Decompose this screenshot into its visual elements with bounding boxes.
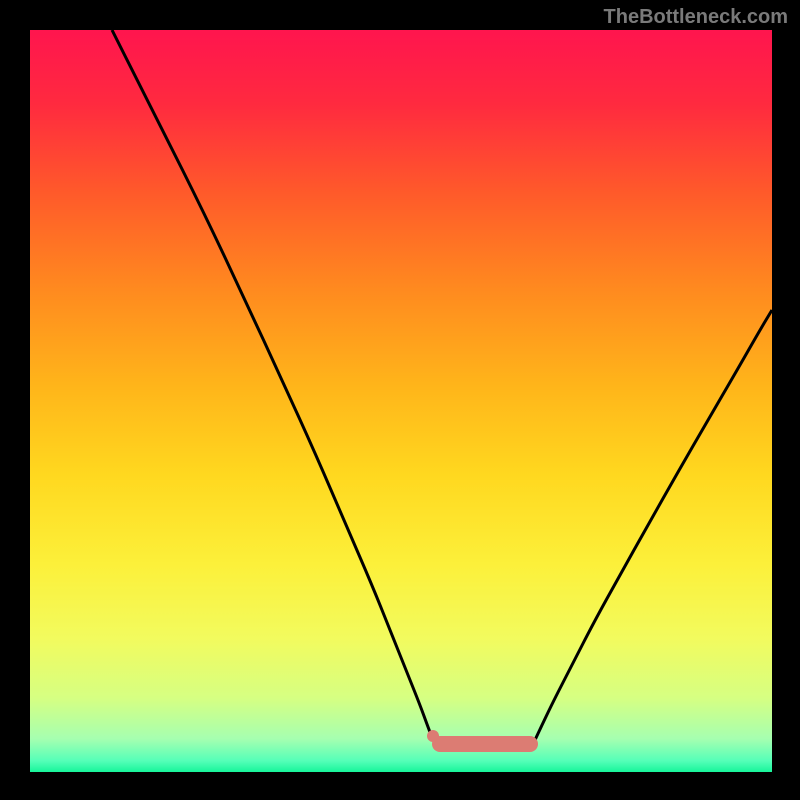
chart-container: TheBottleneck.com — [0, 0, 800, 800]
marker-bar — [440, 736, 530, 752]
plot-area — [30, 30, 772, 772]
watermark-text: TheBottleneck.com — [604, 6, 788, 29]
bottom-marker — [427, 730, 538, 752]
right-curve — [535, 310, 772, 740]
left-curve — [112, 30, 433, 740]
curve-layer — [30, 30, 772, 772]
marker-cap-right — [522, 736, 538, 752]
marker-cap-left — [432, 736, 448, 752]
